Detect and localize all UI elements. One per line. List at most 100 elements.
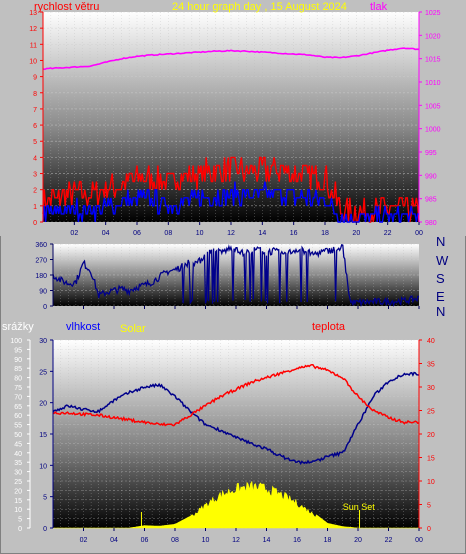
- x-tick-label: 20: [352, 230, 360, 237]
- temp-tick-label: 15: [427, 456, 435, 463]
- humidity-tick-label: 15: [39, 432, 47, 439]
- rain-tick-label: 20: [14, 488, 22, 495]
- panel-wind-pressure: 0123456789101112139809859909951000100510…: [0, 0, 466, 237]
- left-tick-label: 8: [33, 91, 37, 98]
- x-tick-label: 12: [227, 230, 235, 237]
- x-tick-label: 18: [324, 537, 332, 544]
- grid-direction: [53, 243, 419, 307]
- x-tick-label: 00: [415, 230, 423, 237]
- right-tick-label: 1020: [425, 33, 441, 40]
- rain-tick-label: 70: [14, 394, 22, 401]
- x-tick-label: 10: [196, 230, 204, 237]
- right-tick-label: 1025: [425, 10, 441, 17]
- humidity-tick-label: 5: [43, 495, 47, 502]
- temperature-label: teplota: [312, 321, 346, 333]
- rain-tick-label: 60: [14, 413, 22, 420]
- rain-tick-label: 100: [10, 338, 22, 345]
- left-tick-label: 6: [33, 123, 37, 130]
- temp-tick-label: 0: [427, 526, 431, 533]
- compass-label: N: [436, 304, 445, 319]
- x-tick-label: 06: [133, 230, 141, 237]
- series-direction: [52, 244, 419, 308]
- left-tick-label: 2: [33, 188, 37, 195]
- rain-tick-label: 30: [14, 470, 22, 477]
- compass-label: S: [436, 271, 445, 286]
- solar-label: Solar: [120, 323, 146, 335]
- rain-label: srážky: [2, 321, 34, 333]
- x-tick-label: 04: [110, 537, 118, 544]
- x-tick-label: 22: [384, 230, 392, 237]
- x-tick-label: 08: [171, 537, 179, 544]
- left-tick-label: 10: [29, 58, 37, 65]
- x-tick-label: 20: [354, 537, 362, 544]
- axes-wind: 0123456789101112139809859909951000100510…: [29, 10, 440, 237]
- rain-tick-label: 15: [14, 498, 22, 505]
- temperature-line: [52, 363, 420, 427]
- axes-temperature: 0510152025303540455055606570758085909510…: [10, 338, 435, 544]
- x-tick-label: 10: [202, 537, 210, 544]
- rain-tick-label: 0: [18, 526, 22, 533]
- rain-tick-label: 85: [14, 366, 22, 373]
- x-tick-label: 00: [415, 537, 423, 544]
- humidity-tick-label: 30: [39, 338, 47, 345]
- humidity-tick-label: 0: [43, 526, 47, 533]
- rain-tick-label: 40: [14, 451, 22, 458]
- left-tick-label: 12: [29, 26, 37, 33]
- temp-tick-label: 40: [427, 338, 435, 345]
- dir-tick-label: 180: [35, 273, 47, 280]
- left-tick-label: 4: [33, 155, 37, 162]
- dir-tick-label: 270: [35, 258, 47, 265]
- panel-temp-humidity: Sun Set 05101520253035404550556065707580…: [2, 321, 435, 544]
- left-tick-label: 7: [33, 107, 37, 114]
- right-tick-label: 1005: [425, 103, 441, 110]
- left-tick-label: 9: [33, 75, 37, 82]
- left-tick-label: 11: [30, 42, 37, 49]
- temp-tick-label: 10: [427, 479, 435, 486]
- x-tick-label: 16: [293, 537, 301, 544]
- chart-title: 24 hour graph day , 15 August 2024: [172, 1, 347, 13]
- rain-tick-label: 75: [14, 385, 22, 392]
- left-tick-label: 13: [29, 10, 37, 17]
- left-tick-label: 1: [33, 204, 37, 211]
- x-tick-label: 14: [263, 537, 271, 544]
- compass-label: E: [436, 289, 445, 304]
- pressure-label: tlak: [370, 1, 388, 13]
- grid-temperature: [53, 339, 419, 529]
- dir-tick-label: 0: [43, 304, 47, 311]
- right-tick-label: 995: [425, 150, 437, 157]
- x-tick-label: 16: [290, 230, 298, 237]
- right-tick-label: 990: [425, 173, 437, 180]
- sunset-label: Sun Set: [343, 502, 376, 512]
- rain-tick-label: 90: [14, 357, 22, 364]
- temp-tick-label: 30: [427, 385, 435, 392]
- wind-direction-line: [52, 244, 419, 308]
- humidity-tick-label: 10: [39, 463, 47, 470]
- humidity-tick-label: 20: [39, 401, 47, 408]
- right-tick-label: 985: [425, 197, 437, 204]
- rain-tick-label: 50: [14, 432, 22, 439]
- rain-tick-label: 10: [14, 507, 22, 514]
- humidity-label: vlhkost: [66, 321, 100, 333]
- temp-tick-label: 35: [427, 362, 435, 369]
- humidity-line: [52, 371, 420, 466]
- temp-tick-label: 5: [427, 503, 431, 510]
- rain-tick-label: 65: [14, 404, 22, 411]
- compass-label: W: [436, 253, 449, 268]
- x-tick-label: 08: [164, 230, 172, 237]
- humidity-tick-label: 25: [39, 369, 47, 376]
- right-tick-label: 1010: [425, 80, 441, 87]
- x-tick-label: 04: [102, 230, 110, 237]
- x-tick-label: 02: [70, 230, 78, 237]
- rain-tick-label: 80: [14, 376, 22, 383]
- x-tick-label: 06: [141, 537, 149, 544]
- right-tick-label: 980: [425, 220, 437, 227]
- rain-tick-label: 45: [14, 441, 22, 448]
- compass-label: N: [436, 234, 445, 249]
- dir-tick-label: 360: [35, 242, 47, 249]
- x-tick-label: 02: [80, 537, 88, 544]
- series-temperature: Sun Set: [52, 363, 420, 529]
- wind-speed-label: rychlost větru: [34, 1, 99, 13]
